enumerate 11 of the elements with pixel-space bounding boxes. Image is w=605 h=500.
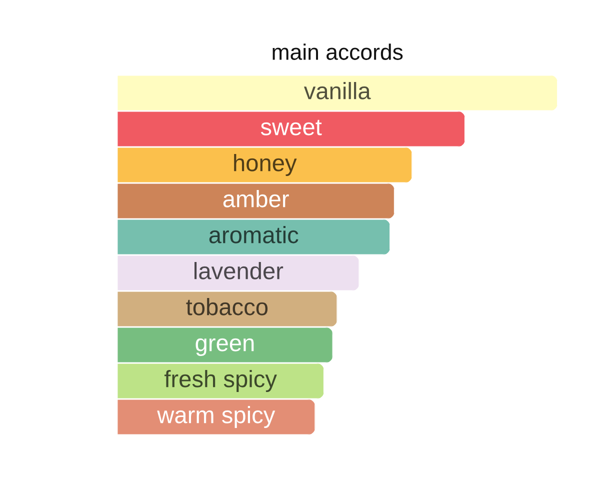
y-tick-label: lavender [194, 262, 284, 280]
y-tick-label: warm spicy [157, 406, 276, 428]
y-tick-label: green [196, 338, 254, 356]
chart-title: main accords [272, 44, 403, 60]
y-tick-label: fresh spicy [164, 370, 277, 392]
y-tick-label: vanilla [304, 82, 371, 100]
y-tick-label: tobacco [186, 298, 268, 316]
y-tick-label: honey [234, 154, 297, 176]
y-tick-label: aromatic [209, 226, 298, 244]
y-tick-label: sweet [260, 120, 322, 136]
y-tick-label: amber [223, 190, 289, 208]
